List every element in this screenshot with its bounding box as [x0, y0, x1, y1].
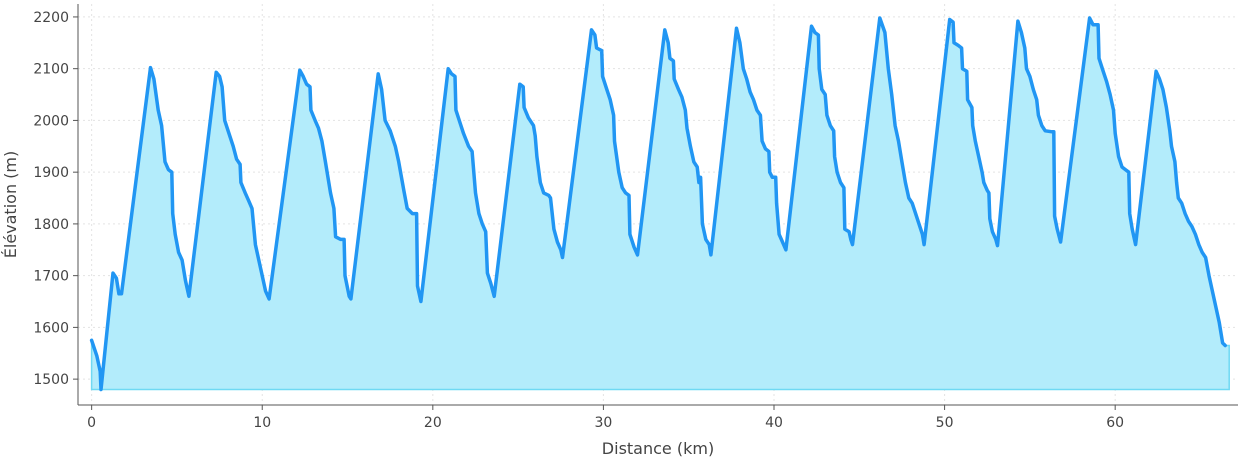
- y-tick-label: 1800: [33, 217, 69, 233]
- y-axis-label: Élévation (m): [1, 151, 20, 258]
- x-tick-label: 30: [594, 415, 612, 431]
- axes: [77, 4, 1238, 406]
- x-tick-label: 20: [424, 415, 442, 431]
- elevation-line: [89, 16, 1227, 392]
- y-tick-label: 2200: [33, 10, 69, 26]
- y-tick-label: 2100: [33, 62, 69, 78]
- y-tick-label: 1500: [33, 372, 69, 388]
- x-tick-label: 40: [765, 415, 783, 431]
- x-tick-label: 60: [1106, 415, 1124, 431]
- elevation-area-layer: [89, 15, 1230, 392]
- x-axis-label: Distance (km): [602, 439, 714, 458]
- x-tick-label: 10: [253, 415, 271, 431]
- y-tick-label: 2000: [33, 113, 69, 129]
- y-tick-label: 1700: [33, 269, 69, 285]
- y-tick-label: 1600: [33, 320, 69, 336]
- x-tick-label: 0: [87, 415, 96, 431]
- tick-labels: 0 10 20 30 40 50 60 1500 1600 1700 1800 1900 2000 210…: [33, 10, 1124, 431]
- x-tick-label: 50: [936, 415, 954, 431]
- y-tick-label: 1900: [33, 165, 69, 181]
